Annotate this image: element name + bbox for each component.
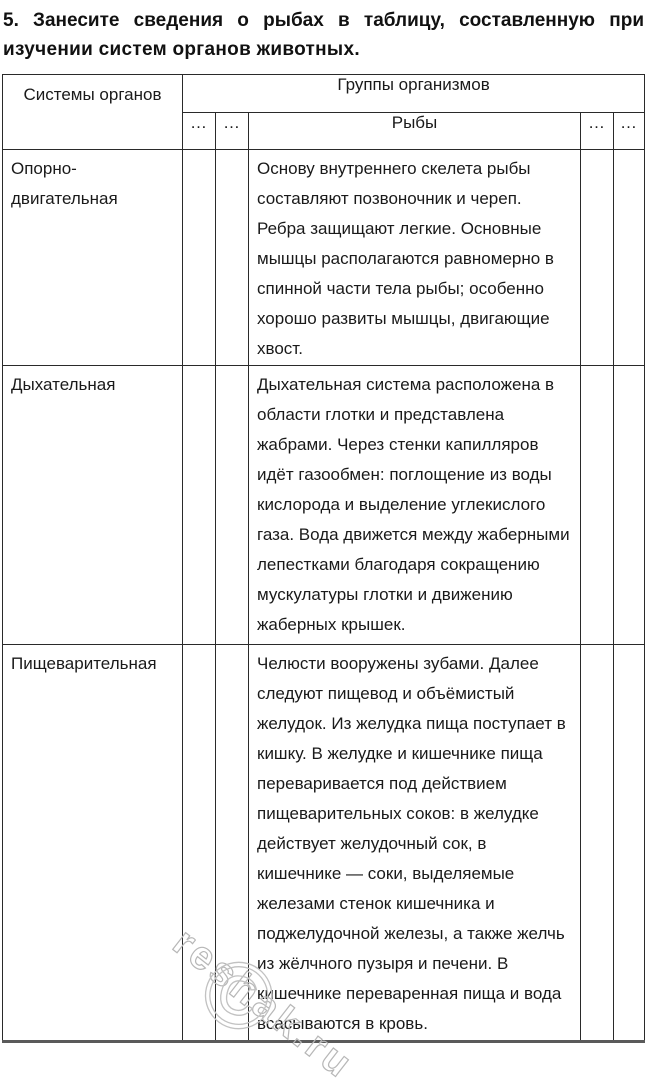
organ-systems-table: Системы органов Группы организмов … … Ры…	[2, 74, 646, 1043]
header-dots-cell-2: …	[215, 112, 249, 150]
fish-description-respiratory: Дыхательная система расположена в област…	[248, 365, 581, 645]
column-header-organism-groups: Группы организмов	[181, 74, 646, 113]
table-row-respiratory: Дыхательная Дыхательная система располож…	[2, 365, 646, 645]
empty-cell	[612, 644, 646, 1042]
table-row-digestive: Пищеварительная Челюсти вооружены зубами…	[2, 644, 646, 1042]
empty-cell	[182, 644, 216, 1042]
task-title-line-2: изучении систем органов животных.	[3, 39, 360, 60]
task-title: 5. Занесите сведения о рыбах в таблицу, …	[0, 0, 646, 64]
empty-cell	[612, 365, 646, 645]
empty-cell	[612, 149, 646, 366]
empty-cell	[580, 149, 614, 366]
system-label-musculoskeletal: Опорно-двигательная	[2, 149, 183, 366]
column-header-organ-systems: Системы органов	[2, 74, 183, 150]
header-dots-cell-1: …	[182, 112, 216, 150]
column-header-fish: Рыбы	[248, 112, 581, 150]
header-dots-cell-3: …	[580, 112, 614, 150]
empty-cell	[580, 644, 614, 1042]
empty-cell	[215, 365, 249, 645]
table-header-row-1: Системы органов Группы организмов	[2, 74, 646, 150]
system-label-respiratory: Дыхательная	[2, 365, 183, 645]
fish-description-digestive: Челюсти вооружены зубами. Далее следуют …	[248, 644, 581, 1042]
empty-cell	[215, 644, 249, 1042]
empty-cell	[580, 365, 614, 645]
fish-description-musculoskeletal: Основу внутреннего скелета рыбы составля…	[248, 149, 581, 366]
empty-cell	[182, 149, 216, 366]
header-dots-cell-4: …	[612, 112, 646, 150]
system-label-digestive: Пищеварительная	[2, 644, 183, 1042]
empty-cell	[215, 149, 249, 366]
task-title-line-1: 5. Занесите сведения о рыбах в таблицу, …	[3, 10, 644, 31]
table-header-row-2: … … Рыбы … …	[3, 112, 646, 150]
empty-cell	[182, 365, 216, 645]
table-row-musculoskeletal: Опорно-двигательная Основу внутреннего с…	[2, 149, 646, 366]
